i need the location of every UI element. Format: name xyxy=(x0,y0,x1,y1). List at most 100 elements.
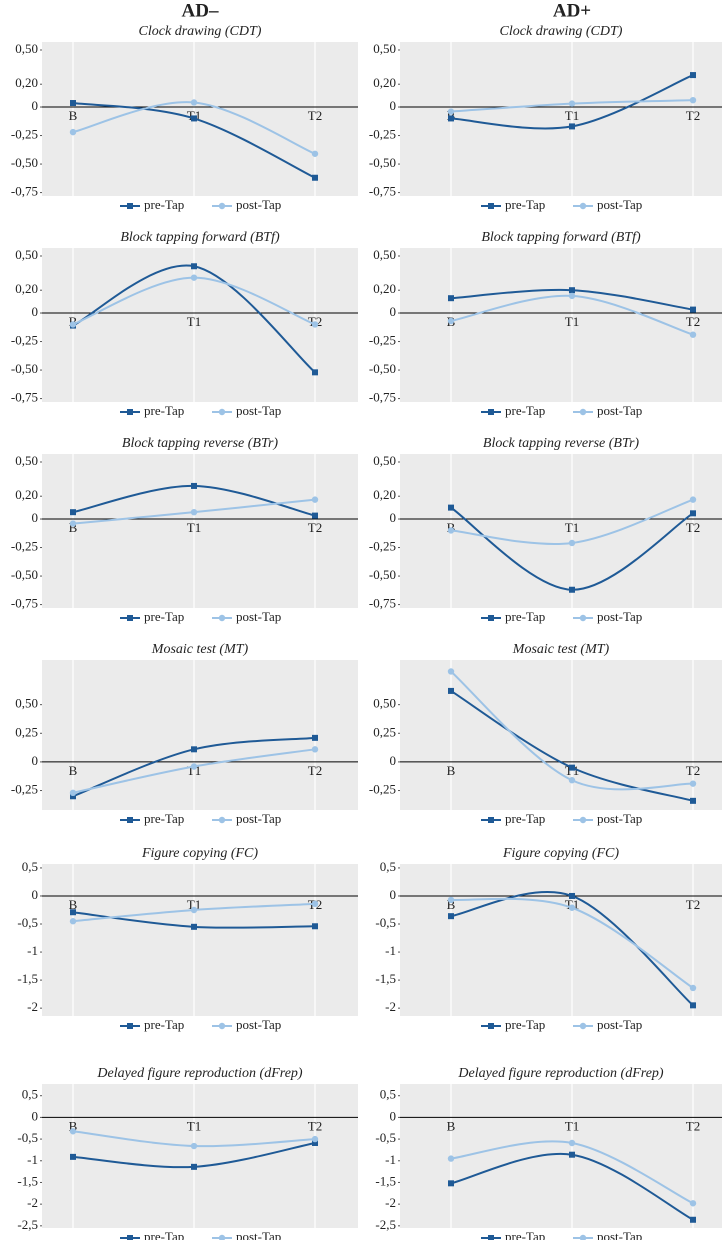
y-tick-label: -0,25 xyxy=(369,127,396,142)
point xyxy=(448,913,454,920)
y-tick-label: -0,25 xyxy=(11,782,38,797)
y-tick-label: 0,50 xyxy=(373,247,396,262)
x-tick-label: T2 xyxy=(308,1118,322,1133)
legend-label: pre-Tap xyxy=(505,197,545,212)
y-tick-label: 0,25 xyxy=(373,724,396,739)
legend-label: post-Tap xyxy=(236,1017,281,1032)
legend-marker xyxy=(127,1023,133,1029)
x-tick-label: B xyxy=(447,897,456,912)
legend-marker xyxy=(488,203,494,209)
y-tick-label: -0,75 xyxy=(11,596,38,611)
y-tick-label: -0,50 xyxy=(369,155,396,170)
y-tick-label: -0,5 xyxy=(375,1130,396,1145)
panel-title: Block tapping reverse (BTr) xyxy=(483,436,640,451)
point xyxy=(689,96,697,104)
x-tick-label: T2 xyxy=(686,1118,700,1133)
y-tick-label: -2 xyxy=(385,999,396,1014)
point xyxy=(690,510,696,517)
legend-marker xyxy=(579,816,587,824)
x-tick-label: B xyxy=(447,763,456,778)
y-tick-label: -0,25 xyxy=(369,539,396,554)
y-tick-label: 0 xyxy=(32,887,39,902)
y-tick-label: -0,75 xyxy=(11,390,38,405)
legend-marker xyxy=(488,409,494,415)
y-tick-label: 0,5 xyxy=(380,1087,396,1102)
y-tick-label: -0,25 xyxy=(11,539,38,554)
y-tick-label: 0 xyxy=(32,98,39,113)
x-tick-label: T1 xyxy=(565,520,579,535)
plot-background xyxy=(42,864,358,1016)
point xyxy=(447,896,455,904)
point xyxy=(569,1151,575,1158)
legend-marker xyxy=(218,1234,226,1240)
point xyxy=(568,292,576,300)
y-tick-label: -0,50 xyxy=(11,361,38,376)
y-tick-label: 0 xyxy=(32,753,39,768)
plot-background xyxy=(400,864,722,1016)
legend-marker xyxy=(579,408,587,416)
x-tick-label: T1 xyxy=(187,314,201,329)
legend-marker xyxy=(579,614,587,622)
point xyxy=(69,321,77,328)
point xyxy=(312,512,318,519)
legend-label: post-Tap xyxy=(236,197,281,212)
y-tick-label: -0,5 xyxy=(17,915,38,930)
point xyxy=(690,1002,696,1009)
y-tick-label: 0 xyxy=(390,887,397,902)
point xyxy=(191,1163,197,1170)
point xyxy=(689,331,697,338)
legend-label: post-Tap xyxy=(597,811,642,826)
y-tick-label: -0,25 xyxy=(369,333,396,348)
x-tick-label: T2 xyxy=(686,108,700,123)
x-tick-label: T1 xyxy=(565,108,579,123)
y-tick-label: 0,5 xyxy=(22,1087,38,1102)
y-tick-label: -1 xyxy=(385,943,396,958)
legend-marker xyxy=(218,1022,226,1030)
y-tick-label: 0,50 xyxy=(15,247,38,262)
panel-title: Figure copying (FC) xyxy=(141,846,258,861)
point xyxy=(448,687,454,694)
x-tick-label: B xyxy=(69,897,78,912)
x-tick-label: T1 xyxy=(187,897,201,912)
y-tick-label: 0,5 xyxy=(22,859,38,874)
y-tick-label: 0,50 xyxy=(15,41,38,56)
x-tick-label: B xyxy=(447,1118,456,1133)
point xyxy=(312,369,318,376)
legend-marker xyxy=(579,1234,587,1240)
legend-label: pre-Tap xyxy=(144,1229,184,1240)
legend-label: post-Tap xyxy=(236,811,281,826)
plot-background xyxy=(42,454,358,608)
legend-marker xyxy=(218,614,226,622)
x-tick-label: B xyxy=(69,1118,78,1133)
panel-title: Mosaic test (MT) xyxy=(151,642,249,657)
x-tick-label: T1 xyxy=(565,1118,579,1133)
y-tick-label: 0 xyxy=(390,510,397,525)
point xyxy=(69,789,77,797)
y-tick-label: -0,25 xyxy=(11,127,38,142)
x-tick-label: T2 xyxy=(308,520,322,535)
panel-title: Clock drawing (CDT) xyxy=(139,24,262,39)
point xyxy=(447,527,455,534)
legend-label: pre-Tap xyxy=(505,811,545,826)
plot-background xyxy=(42,42,358,196)
point xyxy=(312,923,318,930)
y-tick-label: 0,5 xyxy=(380,859,396,874)
legend-marker xyxy=(127,409,133,415)
y-tick-label: -0,5 xyxy=(17,1130,38,1145)
y-tick-label: 0 xyxy=(390,98,397,113)
point xyxy=(70,100,76,107)
legend-label: pre-Tap xyxy=(505,1229,545,1240)
y-tick-label: 0 xyxy=(390,1108,397,1123)
legend-marker xyxy=(218,816,226,824)
point xyxy=(190,906,198,914)
y-tick-label: -0,50 xyxy=(369,567,396,582)
point xyxy=(689,780,697,787)
point xyxy=(569,892,575,899)
legend-label: pre-Tap xyxy=(505,403,545,418)
legend-label: post-Tap xyxy=(597,403,642,418)
point xyxy=(569,123,575,130)
point xyxy=(69,520,77,527)
point xyxy=(690,797,696,804)
panel-title: Block tapping forward (BTf) xyxy=(120,230,280,245)
plot-background xyxy=(42,248,358,402)
